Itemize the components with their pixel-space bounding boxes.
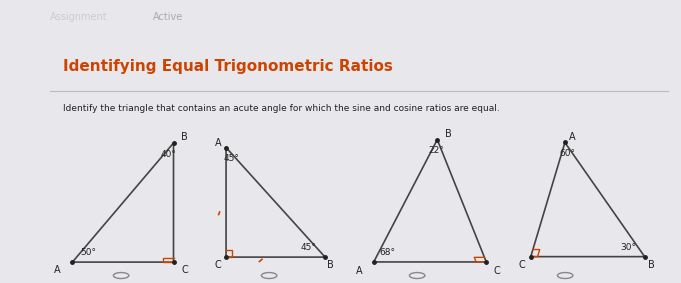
Text: B: B bbox=[327, 260, 334, 270]
Text: 60°: 60° bbox=[559, 149, 575, 158]
Text: 40°: 40° bbox=[161, 149, 177, 158]
Text: C: C bbox=[181, 265, 188, 275]
Text: 45°: 45° bbox=[223, 154, 239, 163]
Text: 30°: 30° bbox=[620, 243, 637, 252]
Text: A: A bbox=[356, 265, 362, 276]
Text: C: C bbox=[518, 260, 525, 270]
Text: Identifying Equal Trigonometric Ratios: Identifying Equal Trigonometric Ratios bbox=[63, 59, 393, 74]
Text: B: B bbox=[181, 132, 188, 142]
Text: B: B bbox=[648, 260, 655, 270]
Text: B: B bbox=[445, 128, 452, 139]
Text: C: C bbox=[215, 260, 221, 270]
Text: A: A bbox=[54, 265, 61, 275]
Text: 50°: 50° bbox=[80, 248, 96, 257]
Text: Active: Active bbox=[153, 12, 184, 22]
Text: Assignment: Assignment bbox=[50, 12, 108, 22]
Text: A: A bbox=[569, 132, 575, 142]
Text: A: A bbox=[215, 138, 221, 148]
Text: 22°: 22° bbox=[429, 146, 445, 155]
Text: 68°: 68° bbox=[380, 248, 396, 257]
Text: C: C bbox=[494, 265, 501, 276]
Text: 45°: 45° bbox=[300, 243, 317, 252]
Text: Identify the triangle that contains an acute angle for which the sine and cosine: Identify the triangle that contains an a… bbox=[63, 104, 500, 113]
